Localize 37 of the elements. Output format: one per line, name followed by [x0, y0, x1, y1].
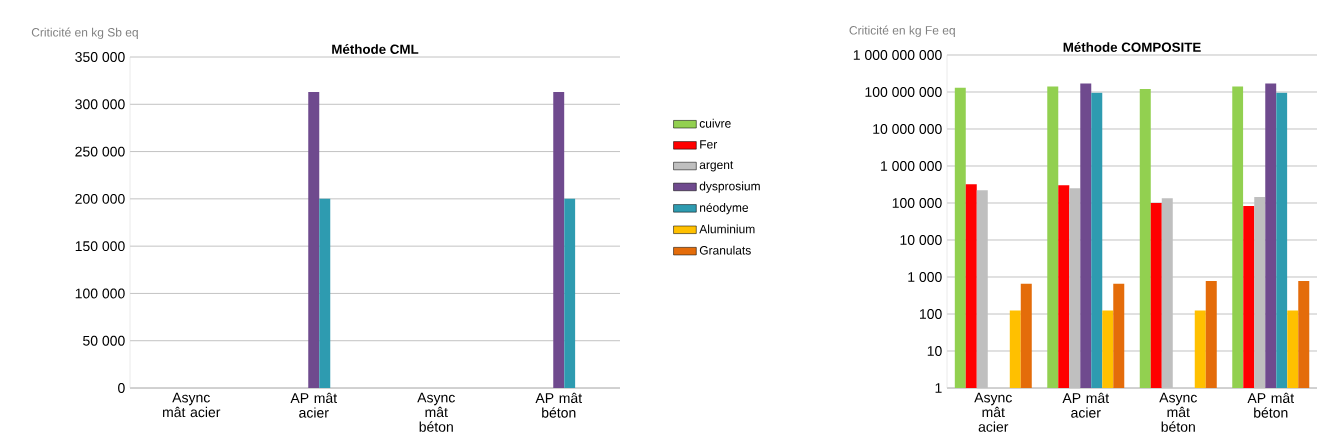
y-tick-label: 10: [927, 346, 942, 356]
x-tick-label: Async mât béton: [417, 392, 455, 432]
legend-label: Fer: [700, 140, 718, 149]
x-tick-label: Async mât béton: [1159, 392, 1197, 432]
legend-label: cuivre: [699, 118, 731, 128]
y-tick-label: 0: [118, 383, 125, 393]
x-tick-label: AP mât acier: [290, 392, 337, 418]
y-tick-label: 150 000: [75, 241, 125, 252]
y-tick-label: 300 000: [75, 99, 125, 110]
y-tick-label: 10 000: [900, 235, 942, 245]
y-tick-label: 100 000: [892, 198, 942, 208]
y-axis-title: Criticité en kg Sb eq: [31, 27, 138, 39]
legend-label: argent: [699, 161, 734, 172]
legend-label: Granulats: [699, 245, 751, 255]
y-tick-label: 250 000: [75, 146, 125, 157]
y-tick-label: 350 000: [75, 52, 125, 62]
y-tick-label: 50 000: [83, 335, 125, 346]
y-tick-label: 100 000: [75, 288, 125, 299]
chart-title: Méthode COMPOSITE: [1063, 42, 1201, 52]
chart-title: Méthode CML: [332, 44, 419, 54]
legend-label: néodyme: [700, 202, 749, 215]
y-tick-label: 10 000 000: [873, 124, 942, 134]
y-tick-label: 100 000 000: [865, 87, 942, 97]
x-tick-label: Async mât acier: [163, 392, 221, 418]
y-tick-label: 1 000: [908, 272, 942, 282]
y-tick-label: 200 000: [75, 193, 125, 204]
x-tick-label: AP mât acier: [1062, 392, 1109, 418]
x-tick-label: AP mât béton: [1247, 392, 1294, 418]
legend-label: dysprosium: [699, 181, 760, 193]
y-axis-title: Criticité en kg Fe eq: [849, 25, 955, 37]
y-tick-label: 1 000 000: [881, 161, 942, 171]
x-tick-label: AP mât béton: [535, 392, 582, 418]
y-tick-label: 100: [920, 309, 942, 319]
legend-label: Aluminium: [699, 224, 755, 234]
x-tick-label: Async mât acier: [974, 392, 1012, 432]
y-tick-label: 1: [935, 383, 942, 393]
y-tick-label: 1 000 000 000: [853, 50, 942, 60]
